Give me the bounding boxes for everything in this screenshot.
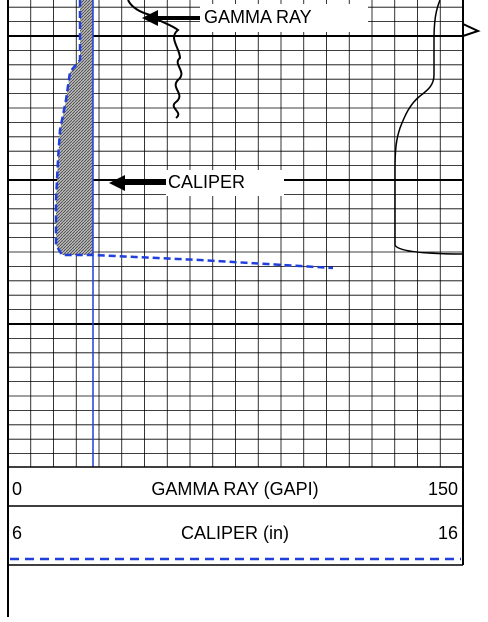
arrow-head: [462, 23, 481, 37]
scale-max: 150: [428, 479, 458, 499]
grid: [8, 0, 463, 467]
gamma-ray-label: GAMMA RAY: [204, 7, 312, 27]
scale-title: GAMMA RAY (GAPI): [151, 479, 318, 499]
scale-title: CALIPER (in): [181, 523, 289, 543]
label-bg: [166, 170, 284, 196]
caliper-curve: [54, 0, 334, 270]
gamma-arrow-head: [142, 10, 158, 26]
caliper-fill: [56, 0, 93, 255]
scale-min: 6: [12, 523, 22, 543]
caliper-label: CALIPER: [168, 172, 245, 192]
scale-max: 16: [438, 523, 458, 543]
resistivity-curve: [394, 0, 464, 255]
label-bg: [200, 4, 368, 32]
scale-min: 0: [12, 479, 22, 499]
caliper-arrow-head: [109, 175, 125, 191]
